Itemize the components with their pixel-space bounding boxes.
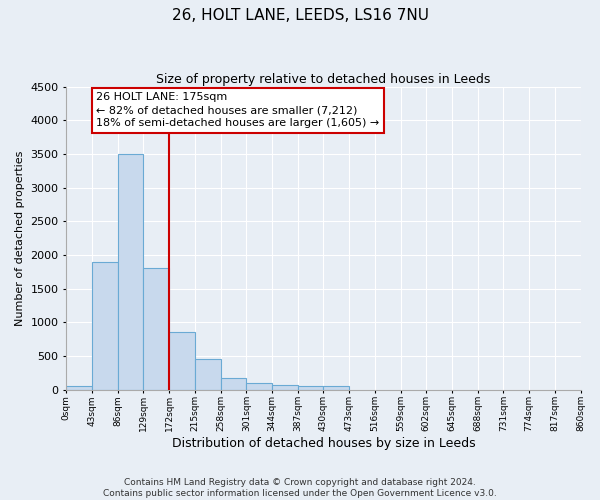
Bar <box>272 386 298 390</box>
Y-axis label: Number of detached properties: Number of detached properties <box>15 150 25 326</box>
Bar <box>67 386 92 390</box>
Text: 26, HOLT LANE, LEEDS, LS16 7NU: 26, HOLT LANE, LEEDS, LS16 7NU <box>172 8 428 22</box>
Bar <box>169 332 195 390</box>
Title: Size of property relative to detached houses in Leeds: Size of property relative to detached ho… <box>156 72 491 86</box>
Bar <box>118 154 143 390</box>
Bar <box>221 378 246 390</box>
Bar <box>246 383 272 390</box>
Text: 26 HOLT LANE: 175sqm
← 82% of detached houses are smaller (7,212)
18% of semi-de: 26 HOLT LANE: 175sqm ← 82% of detached h… <box>96 92 379 128</box>
Bar <box>143 268 169 390</box>
Bar <box>298 386 323 390</box>
Bar <box>92 262 118 390</box>
Text: Contains HM Land Registry data © Crown copyright and database right 2024.
Contai: Contains HM Land Registry data © Crown c… <box>103 478 497 498</box>
X-axis label: Distribution of detached houses by size in Leeds: Distribution of detached houses by size … <box>172 437 475 450</box>
Bar <box>195 359 221 390</box>
Bar <box>323 386 349 390</box>
